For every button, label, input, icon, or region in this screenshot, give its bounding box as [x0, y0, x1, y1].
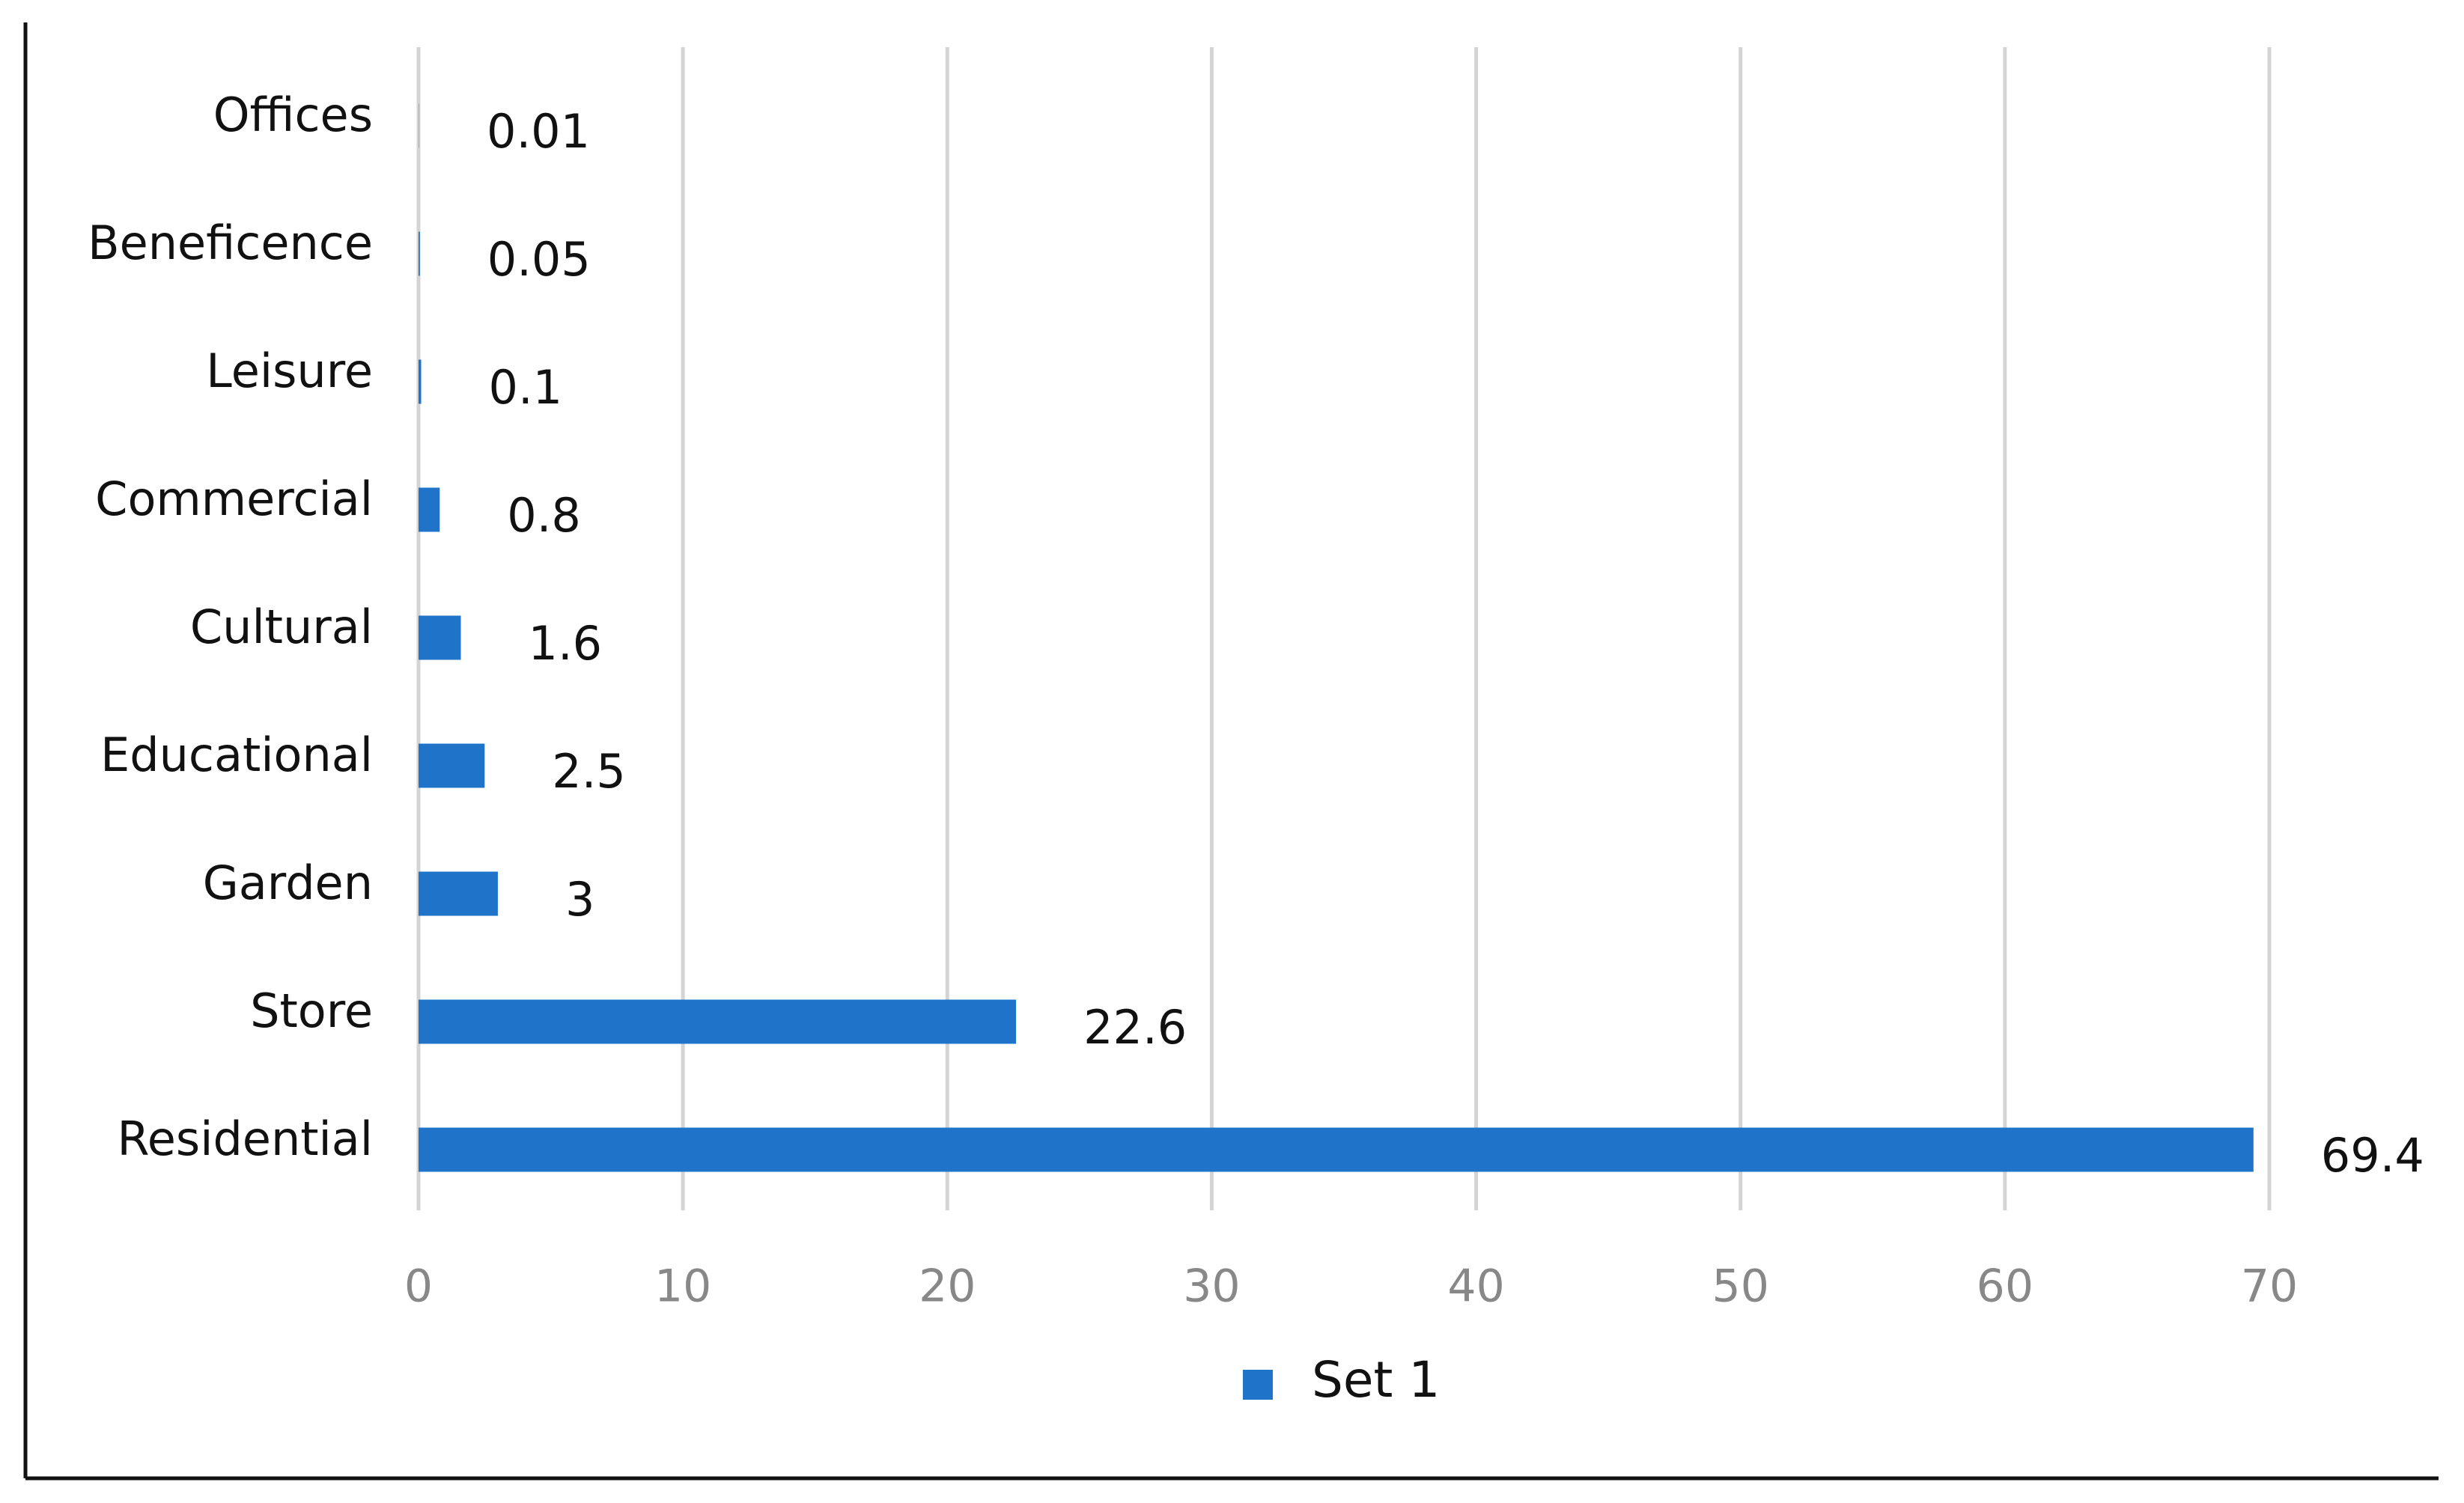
bar — [419, 615, 461, 660]
x-tick-label: 60 — [1977, 1260, 2033, 1313]
legend-swatch — [1243, 1370, 1273, 1400]
y-tick-label: Offices — [213, 88, 373, 142]
y-tick-label: Educational — [100, 728, 373, 782]
x-tick-label: 10 — [654, 1260, 711, 1313]
bar — [419, 999, 1017, 1044]
bar — [419, 231, 420, 276]
y-tick-label: Commercial — [95, 472, 373, 526]
y-tick-label: Garden — [203, 856, 373, 910]
value-label: 0.01 — [487, 104, 590, 159]
value-label: 2.5 — [552, 744, 626, 799]
y-tick-label: Cultural — [190, 600, 373, 654]
x-tick-label: 50 — [1712, 1260, 1769, 1313]
bar — [419, 487, 440, 532]
y-tick-label: Residential — [117, 1112, 373, 1166]
bar — [419, 871, 498, 916]
x-tick-label: 40 — [1447, 1260, 1504, 1313]
y-tick-label: Leisure — [206, 344, 373, 398]
legend-label: Set 1 — [1312, 1351, 1440, 1409]
value-label: 0.8 — [507, 488, 581, 543]
value-label: 0.05 — [487, 232, 591, 287]
value-label: 22.6 — [1083, 1000, 1187, 1055]
value-label: 0.1 — [489, 360, 563, 415]
value-label: 1.6 — [529, 616, 603, 671]
bar — [419, 743, 485, 788]
value-label: 3 — [565, 872, 594, 927]
x-tick-label: 30 — [1183, 1260, 1240, 1313]
x-tick-label: 70 — [2241, 1260, 2298, 1313]
y-tick-label: Beneficence — [88, 216, 373, 270]
x-tick-label: 20 — [919, 1260, 976, 1313]
y-tick-label: Store — [250, 984, 373, 1038]
bar — [419, 359, 422, 404]
bar — [419, 1127, 2254, 1172]
value-label: 69.4 — [2321, 1128, 2424, 1183]
x-tick-label: 0 — [404, 1260, 433, 1313]
